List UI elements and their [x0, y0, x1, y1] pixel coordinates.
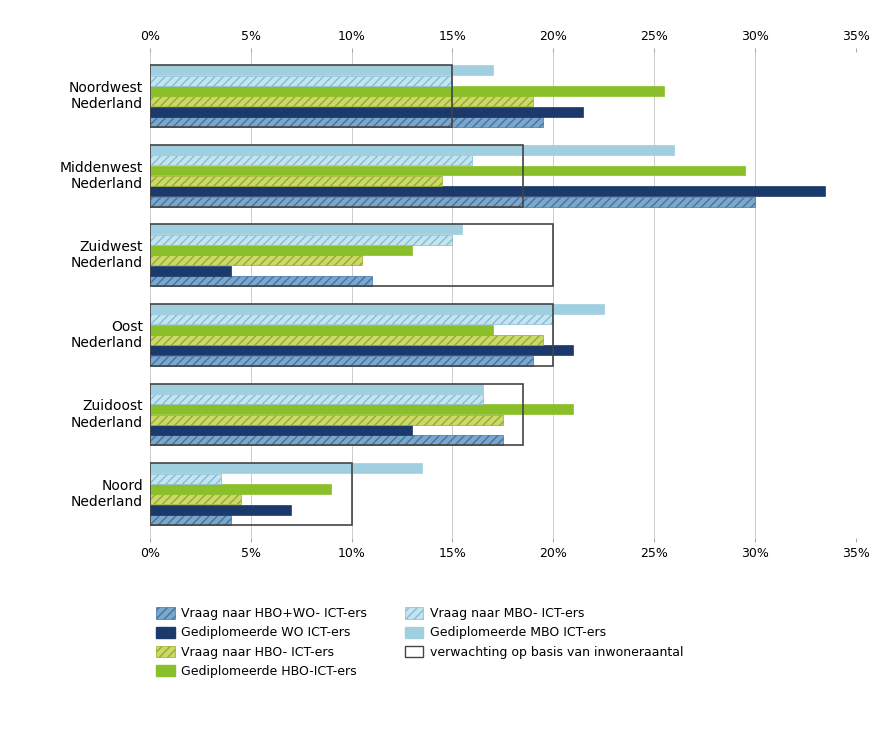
- Bar: [150, 224, 462, 235]
- Bar: [150, 314, 553, 324]
- Bar: [150, 345, 573, 356]
- Bar: [150, 515, 230, 525]
- Bar: [150, 86, 664, 96]
- Bar: [150, 404, 573, 415]
- Bar: [150, 394, 482, 404]
- Bar: [150, 463, 422, 473]
- Bar: [150, 166, 744, 176]
- Bar: [150, 75, 452, 85]
- Bar: [150, 495, 241, 504]
- Bar: [150, 474, 220, 483]
- Bar: [150, 304, 603, 314]
- Bar: [150, 107, 583, 117]
- Legend: Vraag naar HBO+WO- ICT-ers, Gediplomeerde WO ICT-ers, Vraag naar HBO- ICT-ers, G: Vraag naar HBO+WO- ICT-ers, Gediplomeerd…: [156, 607, 683, 678]
- Bar: [150, 335, 543, 345]
- Bar: [150, 145, 523, 206]
- Bar: [150, 266, 230, 276]
- Bar: [150, 436, 503, 445]
- Bar: [150, 304, 553, 366]
- Bar: [150, 505, 291, 515]
- Bar: [150, 325, 493, 335]
- Bar: [150, 65, 452, 127]
- Bar: [150, 245, 412, 255]
- Bar: [150, 65, 493, 75]
- Bar: [150, 384, 523, 445]
- Bar: [150, 224, 553, 286]
- Bar: [150, 196, 755, 206]
- Bar: [150, 415, 503, 424]
- Bar: [150, 276, 371, 286]
- Bar: [150, 425, 412, 435]
- Bar: [150, 186, 826, 196]
- Bar: [150, 176, 442, 186]
- Bar: [150, 463, 352, 525]
- Bar: [150, 484, 332, 494]
- Bar: [150, 145, 674, 155]
- Bar: [150, 96, 533, 106]
- Bar: [150, 117, 543, 127]
- Bar: [150, 155, 473, 165]
- Bar: [150, 255, 362, 265]
- Bar: [150, 356, 533, 366]
- Bar: [150, 235, 452, 245]
- Bar: [150, 384, 482, 394]
